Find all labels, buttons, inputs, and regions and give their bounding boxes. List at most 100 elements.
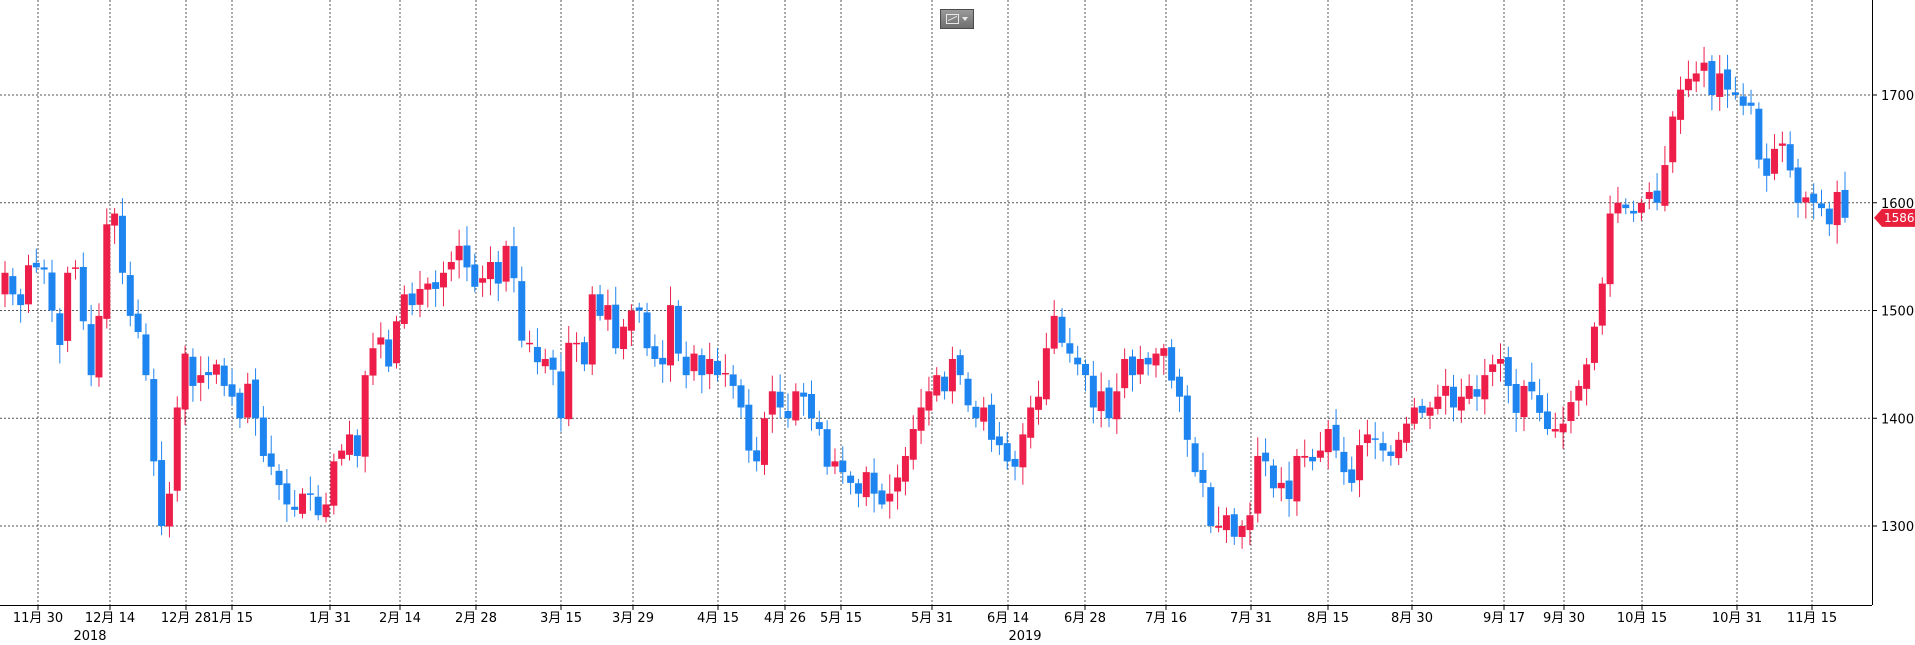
candle-body xyxy=(1207,487,1215,526)
candle-down xyxy=(1418,398,1426,419)
candle-down xyxy=(1309,448,1317,471)
candle-up xyxy=(1410,398,1418,430)
candle-body xyxy=(79,266,87,322)
candle-body xyxy=(510,246,518,279)
candle-body xyxy=(745,404,753,451)
candle-up xyxy=(502,240,510,292)
candle-body xyxy=(24,265,32,305)
candle-down xyxy=(126,261,134,327)
y-tick-label: 1500 xyxy=(1881,305,1914,320)
candle-body xyxy=(729,374,737,386)
candle-down xyxy=(1199,452,1207,498)
candle-body xyxy=(197,375,205,383)
candle-down xyxy=(48,259,56,323)
x-tick-label: 5月 31 xyxy=(911,611,953,626)
candle-body xyxy=(392,321,400,364)
candle-down xyxy=(1340,436,1348,485)
candle-down xyxy=(1379,431,1387,462)
candle-body xyxy=(1583,364,1591,389)
candle-body xyxy=(1199,470,1207,483)
candle-down xyxy=(1262,438,1270,477)
candle-down xyxy=(432,270,440,307)
candle-body xyxy=(275,470,283,486)
candle-body xyxy=(1567,402,1575,422)
candle-body xyxy=(1348,469,1356,483)
candle-body xyxy=(432,282,440,289)
candle-body xyxy=(933,375,941,396)
candle-down xyxy=(651,334,659,367)
candle-up xyxy=(573,332,581,362)
y-tick-label: 1400 xyxy=(1881,412,1914,427)
candle-body xyxy=(1520,385,1528,418)
candle-up xyxy=(1301,439,1309,468)
candle-down xyxy=(259,406,267,463)
chart-style-button[interactable] xyxy=(940,9,974,29)
candle-body xyxy=(807,393,815,419)
candle-down xyxy=(972,400,980,428)
candle-body xyxy=(1168,347,1176,381)
candle-body xyxy=(565,342,573,420)
candle-down xyxy=(1818,189,1826,217)
candle-body xyxy=(173,407,181,491)
candle-body xyxy=(792,391,800,421)
candle-down xyxy=(205,356,213,390)
candle-body xyxy=(643,312,651,349)
candle-up xyxy=(1559,406,1567,449)
candle-body xyxy=(635,307,643,311)
candle-body xyxy=(1332,424,1340,451)
candle-down xyxy=(1747,89,1755,115)
candle-body xyxy=(9,276,17,295)
candle-down xyxy=(1724,54,1732,108)
candle-body xyxy=(299,493,307,514)
candles xyxy=(1,46,1849,549)
candle-body xyxy=(760,418,768,465)
candle-down xyxy=(267,435,275,476)
candle-up xyxy=(299,488,307,519)
candle-down xyxy=(1794,158,1802,218)
candle-body xyxy=(1285,480,1293,500)
candle-down xyxy=(306,476,314,511)
candle-up xyxy=(103,208,111,329)
candle-body xyxy=(1144,357,1152,365)
candle-down xyxy=(870,458,878,513)
candle-body xyxy=(1598,283,1606,326)
candle-body xyxy=(1442,385,1450,396)
candle-body xyxy=(416,288,424,305)
candle-down xyxy=(596,284,604,321)
candle-body xyxy=(862,472,870,498)
candle-down xyxy=(714,347,722,382)
gridlines xyxy=(0,0,1872,605)
candle-up xyxy=(760,411,768,475)
candle-body xyxy=(682,356,690,376)
candle-body xyxy=(1097,391,1105,412)
candle-down xyxy=(1332,409,1340,459)
candle-down xyxy=(510,226,518,293)
candle-body xyxy=(651,346,659,359)
candle-down xyxy=(1285,461,1293,517)
y-tick-label: 1700 xyxy=(1881,89,1914,104)
candle-body xyxy=(1371,438,1379,440)
candle-down xyxy=(549,349,557,386)
candle-body xyxy=(1403,423,1411,443)
candle-body xyxy=(1152,353,1160,366)
candle-down xyxy=(1528,362,1536,400)
candle-up xyxy=(1356,429,1364,498)
candle-down xyxy=(150,368,158,476)
candle-body xyxy=(690,353,698,372)
candle-down xyxy=(228,368,236,406)
candle-body xyxy=(1121,358,1129,389)
candle-body xyxy=(1622,204,1630,209)
candle-down xyxy=(494,250,502,302)
candle-down xyxy=(1450,374,1458,422)
candle-body xyxy=(306,493,314,495)
candle-body xyxy=(1269,465,1277,489)
price-axis: 1300 1400 1500 1600 1700 xyxy=(1872,0,1914,605)
candle-up xyxy=(1465,374,1473,405)
candle-body xyxy=(847,475,855,483)
candle-body xyxy=(1050,315,1058,349)
candle-down xyxy=(1653,173,1661,211)
candle-body xyxy=(212,364,220,375)
candle-body xyxy=(526,342,534,345)
candle-up xyxy=(322,492,330,523)
candle-body xyxy=(330,461,338,506)
